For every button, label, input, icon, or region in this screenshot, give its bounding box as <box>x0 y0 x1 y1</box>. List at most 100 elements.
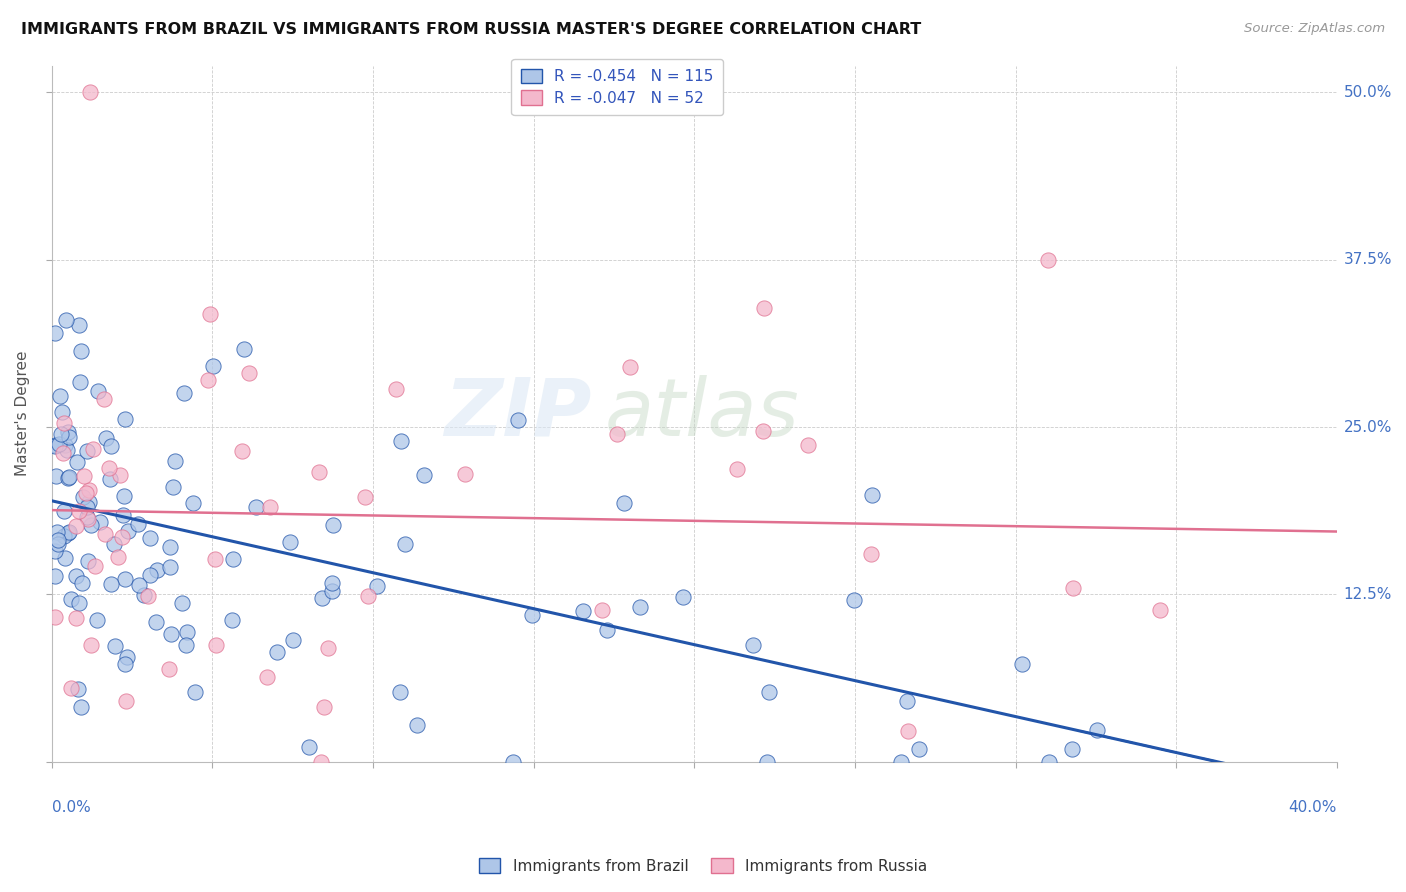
Point <box>44 609 66 624</box>
Legend: Immigrants from Brazil, Immigrants from Russia: Immigrants from Brazil, Immigrants from … <box>472 852 934 880</box>
Point <box>69 699 91 714</box>
Point <box>103 537 125 551</box>
Point <box>84 559 107 574</box>
Text: 37.5%: 37.5% <box>1344 252 1392 268</box>
Point <box>80 518 103 533</box>
Point <box>44 568 66 582</box>
Point <box>139 531 162 545</box>
Point <box>752 425 775 439</box>
Point <box>45 525 67 540</box>
Point <box>259 500 281 515</box>
Point <box>52 446 75 460</box>
Point <box>1149 603 1171 617</box>
Point <box>221 613 243 627</box>
Point <box>67 596 90 610</box>
Point <box>79 86 101 100</box>
Point <box>58 524 80 539</box>
Point <box>162 480 184 494</box>
Point <box>245 500 267 514</box>
Point <box>58 470 80 484</box>
Point <box>1062 581 1084 595</box>
Point <box>231 443 253 458</box>
Point <box>46 533 69 548</box>
Text: 0.0%: 0.0% <box>52 800 90 815</box>
Point <box>65 611 87 625</box>
Point <box>86 613 108 627</box>
Point <box>66 682 89 697</box>
Point <box>87 384 110 398</box>
Point <box>76 500 98 514</box>
Y-axis label: Master's Degree: Master's Degree <box>15 351 30 476</box>
Point <box>128 578 150 592</box>
Point <box>100 439 122 453</box>
Point <box>66 455 89 469</box>
Point <box>77 495 100 509</box>
Point <box>76 510 98 524</box>
Point <box>136 590 159 604</box>
Point <box>388 685 411 699</box>
Point <box>312 700 335 714</box>
Text: 50.0%: 50.0% <box>1344 85 1392 100</box>
Point <box>222 551 245 566</box>
Point <box>1011 657 1033 672</box>
Point <box>357 589 380 603</box>
Point <box>591 602 613 616</box>
Point <box>53 551 76 566</box>
Point <box>53 438 76 452</box>
Point <box>366 579 388 593</box>
Point <box>46 537 69 551</box>
Point <box>159 560 181 574</box>
Point <box>181 496 204 510</box>
Point <box>100 577 122 591</box>
Point <box>70 575 93 590</box>
Point <box>897 724 920 739</box>
Point <box>354 491 377 505</box>
Point <box>619 359 641 374</box>
Point <box>80 638 103 652</box>
Point <box>77 554 100 568</box>
Point <box>184 684 207 698</box>
Point <box>69 375 91 389</box>
Point <box>506 413 529 427</box>
Point <box>134 588 156 602</box>
Point <box>93 392 115 406</box>
Point <box>1085 723 1108 738</box>
Point <box>160 627 183 641</box>
Point <box>55 442 77 457</box>
Point <box>321 576 343 591</box>
Point <box>45 468 67 483</box>
Point <box>200 307 222 321</box>
Point <box>256 670 278 684</box>
Point <box>77 512 100 526</box>
Point <box>796 438 818 452</box>
Point <box>52 528 75 542</box>
Point <box>859 547 882 561</box>
Text: IMMIGRANTS FROM BRAZIL VS IMMIGRANTS FROM RUSSIA MASTER'S DEGREE CORRELATION CHA: IMMIGRANTS FROM BRAZIL VS IMMIGRANTS FRO… <box>21 22 921 37</box>
Point <box>44 326 66 341</box>
Point <box>283 633 305 648</box>
Point <box>107 549 129 564</box>
Point <box>89 516 111 530</box>
Point <box>55 313 77 327</box>
Point <box>159 540 181 554</box>
Point <box>311 591 333 606</box>
Point <box>308 466 330 480</box>
Point <box>842 593 865 607</box>
Point <box>65 519 87 533</box>
Point <box>412 467 434 482</box>
Point <box>596 624 619 638</box>
Point <box>69 344 91 359</box>
Point <box>890 755 912 769</box>
Point <box>115 694 138 708</box>
Point <box>56 526 79 541</box>
Point <box>51 427 73 442</box>
Point <box>98 460 121 475</box>
Point <box>1036 252 1059 267</box>
Text: Source: ZipAtlas.com: Source: ZipAtlas.com <box>1244 22 1385 36</box>
Point <box>96 431 118 445</box>
Point <box>298 740 321 755</box>
Point <box>58 429 80 443</box>
Point <box>606 426 628 441</box>
Point <box>59 592 82 607</box>
Point <box>233 342 256 356</box>
